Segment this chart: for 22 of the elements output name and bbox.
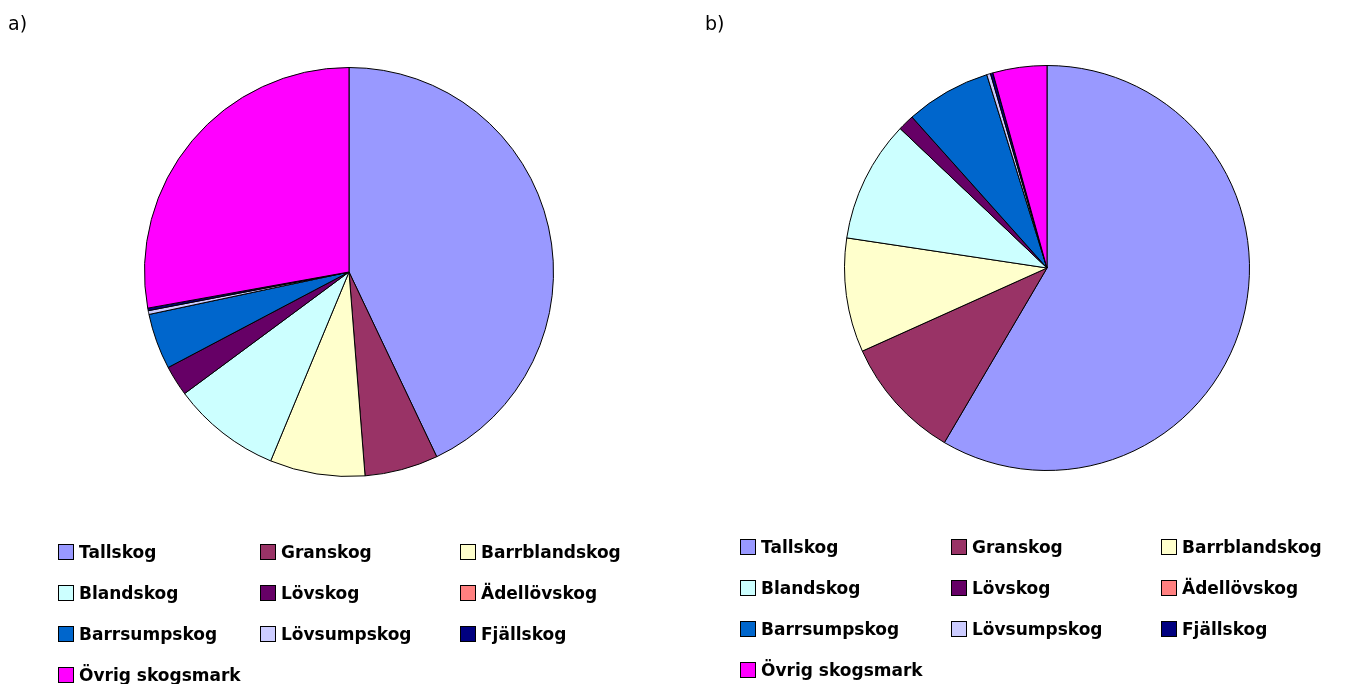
legend-label: Fjällskog bbox=[481, 624, 567, 644]
legend-label: Granskog bbox=[972, 537, 1063, 557]
legend-label: Lövskog bbox=[281, 583, 360, 603]
legend-label: Barrblandskog bbox=[1182, 537, 1322, 557]
legend-label: Lövskog bbox=[972, 578, 1051, 598]
legend-label: Övrig skogsmark bbox=[79, 665, 241, 684]
legend-label: Barrsumpskog bbox=[761, 619, 900, 639]
legend-label: Ädellövskog bbox=[1182, 578, 1299, 598]
legend-label: Barrblandskog bbox=[481, 542, 621, 562]
legend-label: Fjällskog bbox=[1182, 619, 1268, 639]
legend-label: Lövsumpskog bbox=[281, 624, 412, 644]
legend-label: Blandskog bbox=[79, 583, 179, 603]
legend-label: Ädellövskog bbox=[481, 583, 598, 603]
legend-label: Tallskog bbox=[761, 537, 839, 557]
legend-label: Barrsumpskog bbox=[79, 624, 218, 644]
legend-label: Blandskog bbox=[761, 578, 861, 598]
chart-title: b) bbox=[705, 12, 725, 34]
chart-title: a) bbox=[8, 12, 28, 34]
legend-label: Lövsumpskog bbox=[972, 619, 1103, 639]
legend-label: Granskog bbox=[281, 542, 372, 562]
legend-label: Övrig skogsmark bbox=[761, 660, 923, 680]
legend-label: Tallskog bbox=[79, 542, 157, 562]
